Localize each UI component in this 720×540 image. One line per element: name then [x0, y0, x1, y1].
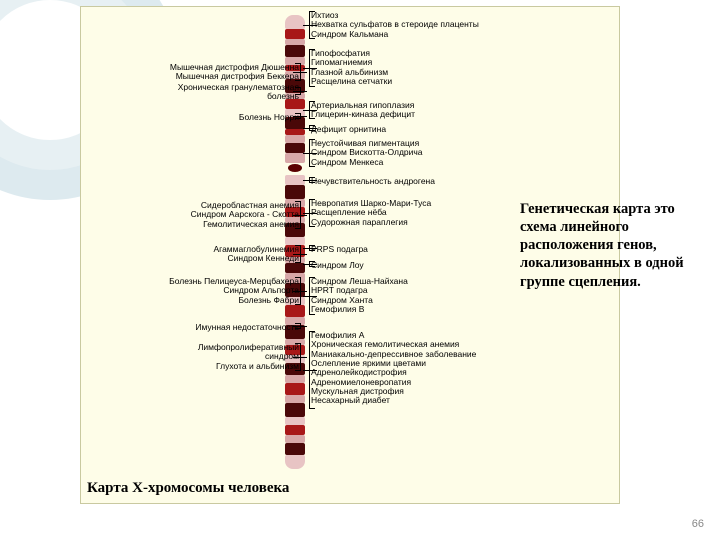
chromosome-band: [285, 45, 305, 57]
disease-label: Дефицит орнитина: [311, 125, 386, 134]
disease-label-group: Нечувствительность андрогена: [311, 177, 435, 186]
disease-label-group: Сидеробластная анемияСиндром Аарскога - …: [191, 201, 299, 229]
lead-line: [293, 91, 307, 92]
disease-label-group: Имунная недостаточность: [195, 323, 299, 332]
chromosome-band: [285, 395, 305, 403]
page-number: 66: [692, 518, 704, 530]
disease-label-group: Дефицит орнитина: [311, 125, 386, 134]
lead-line: [303, 180, 317, 181]
disease-label: Нечувствительность андрогена: [311, 177, 435, 186]
chromosome-band: [285, 15, 305, 29]
disease-label: Расщелина сетчатки: [311, 77, 392, 86]
disease-label: Гемолитическая анемия: [191, 220, 299, 229]
chromosome-band: [285, 425, 305, 435]
disease-label: Глицерин-киназа дефицит: [311, 110, 415, 119]
disease-label: PRPS подагра: [311, 245, 368, 254]
disease-label: Глухота и альбинизм: [198, 362, 299, 371]
chromosome-band: [285, 383, 305, 395]
chromosome-band: [285, 375, 305, 383]
lead-line: [303, 25, 317, 26]
centromere: [288, 164, 302, 172]
definition-text: Генетическая карта это схема линейного р…: [520, 200, 712, 291]
lead-line: [303, 128, 317, 129]
chromosome-band: [285, 175, 305, 185]
lead-line: [293, 254, 307, 255]
disease-label-group: АгаммаглобулинемияСиндром Кеннеди: [214, 245, 300, 264]
chromosome-band: [285, 305, 305, 317]
disease-label: Синдром Кальмана: [311, 30, 479, 39]
disease-label: Болезнь Фабри: [169, 296, 299, 305]
lead-line: [303, 248, 317, 249]
chromosome-band: [285, 435, 305, 443]
lead-line: [303, 370, 317, 371]
disease-label: Болезнь Норри: [239, 113, 299, 122]
disease-label-group: Болезнь Пелицеуса-МерцбахераСиндром Альп…: [169, 277, 299, 305]
lead-line: [303, 213, 317, 214]
chromosome-band: [285, 455, 305, 469]
disease-label: Имунная недостаточность: [195, 323, 299, 332]
disease-label: Несахарный диабет: [311, 396, 476, 405]
disease-label: болезнь: [178, 92, 299, 101]
lead-line: [293, 357, 307, 358]
disease-label-group: Неустойчивая пигментацияСиндром Вискотта…: [311, 139, 423, 167]
chromosome-band: [285, 417, 305, 425]
lead-line: [293, 116, 307, 117]
disease-label: Синдром Менкеса: [311, 158, 423, 167]
chromosome-band: [285, 443, 305, 455]
disease-label-group: Невропатия Шарко-Мари-ТусаРасщепление нё…: [311, 199, 431, 227]
lead-line: [303, 153, 317, 154]
chromosome-band: [285, 185, 305, 199]
chromosome-band: [285, 153, 305, 163]
lead-line: [303, 264, 317, 265]
disease-label-group: PRPS подагра: [311, 245, 368, 254]
disease-label-group: Хроническая гранулематознаяболезнь: [178, 83, 299, 102]
disease-label-group: ИхтиозНехватка сульфатов в стероиде плац…: [311, 11, 479, 39]
lead-line: [303, 68, 317, 69]
lead-line: [303, 110, 317, 111]
disease-label: Синдром Лоу: [311, 261, 364, 270]
disease-label-group: Синдром Лоу: [311, 261, 364, 270]
disease-label: Синдром Кеннеди: [214, 254, 300, 263]
disease-label: Мышечная дистрофия Беккера: [170, 72, 299, 81]
disease-label-group: ЛимфопролиферативныйсиндромГлухота и аль…: [198, 343, 299, 371]
disease-label-group: Мышечная дистрофия ДюшеннаМышечная дистр…: [170, 63, 299, 82]
lead-line: [303, 296, 317, 297]
disease-label-group: Артериальная гипоплазияГлицерин-киназа д…: [311, 101, 415, 120]
lead-line: [293, 291, 307, 292]
chromosome-caption: Карта Х-хромосомы человека: [87, 480, 289, 497]
lead-line: [293, 326, 307, 327]
chromosome-band: [285, 403, 305, 417]
disease-label-group: ГипофосфатияГипомагниемияГлазной альбини…: [311, 49, 392, 86]
chromosome-band: [285, 135, 305, 143]
chromosome-band: [285, 143, 305, 153]
chromosome-band: [285, 29, 305, 39]
lead-line: [293, 72, 307, 73]
disease-label-group: Гемофилия АХроническая гемолитическая ан…: [311, 331, 476, 406]
disease-label: Судорожная параплегия: [311, 218, 431, 227]
disease-label-group: Синдром Леша-НайханаHPRT подаграСиндром …: [311, 277, 408, 314]
disease-label: Гемофилия В: [311, 305, 408, 314]
disease-label-group: Болезнь Норри: [239, 113, 299, 122]
lead-line: [293, 215, 307, 216]
chromosome-band: [285, 263, 305, 273]
